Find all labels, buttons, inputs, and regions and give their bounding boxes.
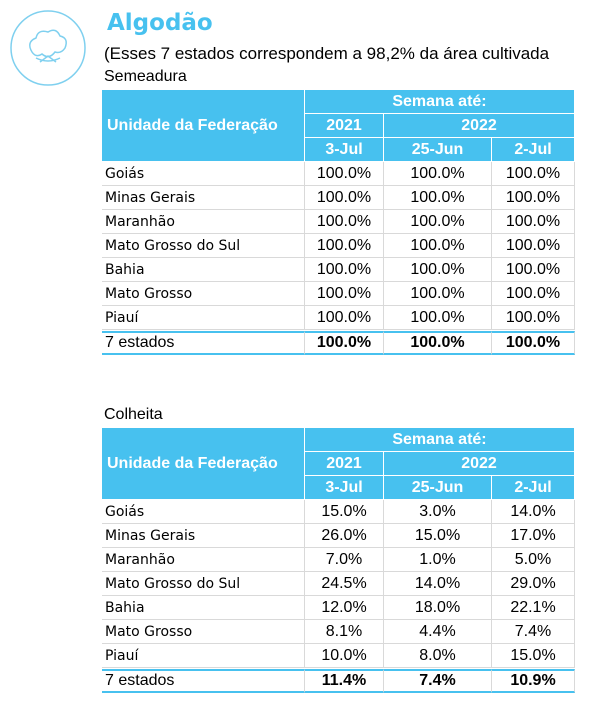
value-cell: 3.0%	[384, 500, 492, 524]
value-cell: 100.0%	[384, 162, 492, 186]
value-cell: 8.1%	[305, 620, 384, 644]
state-cell: Mato Grosso do Sul	[102, 572, 305, 596]
value-cell: 100.0%	[305, 162, 384, 186]
value-cell: 10.0%	[305, 644, 384, 668]
state-cell: Piauí	[102, 306, 305, 330]
total-cell: 11.4%	[305, 669, 384, 693]
value-cell: 1.0%	[384, 548, 492, 572]
value-cell: 24.5%	[305, 572, 384, 596]
group-header: Semana até:	[305, 90, 575, 114]
value-cell: 5.0%	[492, 548, 575, 572]
value-cell: 12.0%	[305, 596, 384, 620]
value-cell: 29.0%	[492, 572, 575, 596]
value-cell: 100.0%	[384, 234, 492, 258]
value-cell: 100.0%	[305, 186, 384, 210]
value-cell: 15.0%	[492, 644, 575, 668]
state-cell: Goiás	[102, 500, 305, 524]
caption: Semeadura	[104, 68, 187, 85]
value-cell: 100.0%	[492, 210, 575, 234]
date-header: 2-Jul	[492, 476, 575, 500]
value-cell: 100.0%	[305, 234, 384, 258]
caption: Colheita	[104, 406, 163, 423]
state-cell: Mato Grosso do Sul	[102, 234, 305, 258]
title: Algodão	[107, 10, 213, 36]
value-cell: 100.0%	[384, 186, 492, 210]
total-cell: 100.0%	[492, 331, 575, 355]
value-cell: 100.0%	[492, 258, 575, 282]
state-cell: Piauí	[102, 644, 305, 668]
year-header: 2022	[384, 452, 575, 476]
value-cell: 100.0%	[305, 258, 384, 282]
state-cell: Goiás	[102, 162, 305, 186]
value-cell: 15.0%	[384, 524, 492, 548]
value-cell: 4.4%	[384, 620, 492, 644]
value-cell: 100.0%	[492, 186, 575, 210]
value-cell: 26.0%	[305, 524, 384, 548]
state-cell: Maranhão	[102, 548, 305, 572]
value-cell: 100.0%	[384, 282, 492, 306]
year-header: 2021	[305, 452, 384, 476]
row-label-header: Unidade da Federação	[102, 90, 305, 162]
value-cell: 14.0%	[492, 500, 575, 524]
total-label: 7 estados	[102, 331, 305, 355]
year-header: 2021	[305, 114, 384, 138]
value-cell: 100.0%	[305, 306, 384, 330]
total-cell: 10.9%	[492, 669, 575, 693]
total-label: 7 estados	[102, 669, 305, 693]
value-cell: 100.0%	[305, 282, 384, 306]
total-cell: 100.0%	[384, 331, 492, 355]
date-header: 25-Jun	[384, 476, 492, 500]
value-cell: 100.0%	[492, 282, 575, 306]
value-cell: 100.0%	[384, 258, 492, 282]
state-cell: Bahia	[102, 596, 305, 620]
value-cell: 15.0%	[305, 500, 384, 524]
state-cell: Minas Gerais	[102, 186, 305, 210]
value-cell: 100.0%	[305, 210, 384, 234]
subtitle: (Esses 7 estados correspondem a 98,2% da…	[104, 44, 550, 63]
value-cell: 14.0%	[384, 572, 492, 596]
value-cell: 18.0%	[384, 596, 492, 620]
date-header: 25-Jun	[384, 138, 492, 162]
date-header: 3-Jul	[305, 476, 384, 500]
state-cell: Bahia	[102, 258, 305, 282]
total-cell: 7.4%	[384, 669, 492, 693]
value-cell: 8.0%	[384, 644, 492, 668]
date-header: 2-Jul	[492, 138, 575, 162]
total-cell: 100.0%	[305, 331, 384, 355]
value-cell: 100.0%	[492, 234, 575, 258]
state-cell: Minas Gerais	[102, 524, 305, 548]
date-header: 3-Jul	[305, 138, 384, 162]
state-cell: Mato Grosso	[102, 282, 305, 306]
cotton-icon	[10, 10, 86, 86]
state-cell: Maranhão	[102, 210, 305, 234]
value-cell: 100.0%	[492, 306, 575, 330]
group-header: Semana até:	[305, 428, 575, 452]
row-label-header: Unidade da Federação	[102, 428, 305, 500]
value-cell: 7.4%	[492, 620, 575, 644]
value-cell: 22.1%	[492, 596, 575, 620]
value-cell: 100.0%	[492, 162, 575, 186]
value-cell: 7.0%	[305, 548, 384, 572]
value-cell: 17.0%	[492, 524, 575, 548]
year-header: 2022	[384, 114, 575, 138]
state-cell: Mato Grosso	[102, 620, 305, 644]
value-cell: 100.0%	[384, 210, 492, 234]
value-cell: 100.0%	[384, 306, 492, 330]
